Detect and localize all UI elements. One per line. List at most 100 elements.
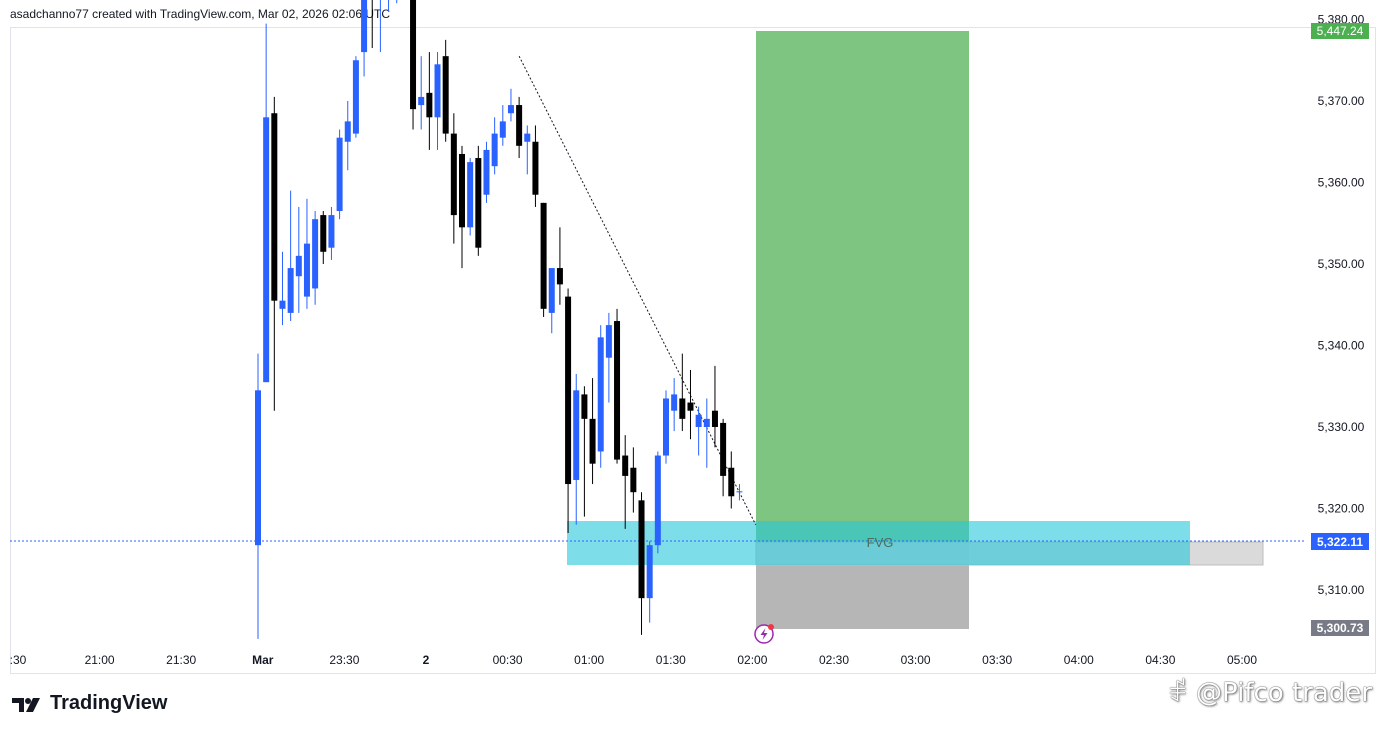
stop-price-label: 5,300.73 xyxy=(1311,620,1369,636)
lightning-icon[interactable] xyxy=(754,624,774,644)
stop-price-text: 5,300.73 xyxy=(1317,621,1364,635)
candle[interactable] xyxy=(491,117,498,175)
candle-body xyxy=(442,56,449,134)
candle[interactable] xyxy=(597,325,604,468)
candle-body xyxy=(410,0,417,110)
candle[interactable] xyxy=(369,0,375,49)
time-tick-label: 21:30 xyxy=(166,653,196,667)
candle[interactable] xyxy=(418,56,425,130)
candle[interactable] xyxy=(687,369,694,440)
tradingview-logo[interactable]: TradingView xyxy=(12,692,167,715)
candle[interactable] xyxy=(573,374,580,525)
candle[interactable] xyxy=(507,88,514,122)
candle[interactable] xyxy=(711,365,718,448)
candle[interactable] xyxy=(475,145,482,256)
time-tick-label: 02:00 xyxy=(737,653,767,667)
candle[interactable] xyxy=(255,353,261,639)
candle[interactable] xyxy=(671,378,678,432)
candle[interactable] xyxy=(499,105,506,146)
candle[interactable] xyxy=(271,96,278,411)
candle[interactable] xyxy=(386,0,392,12)
candle[interactable] xyxy=(263,23,270,383)
candle[interactable] xyxy=(630,447,637,513)
target-price-label: 5,447.24 xyxy=(1311,23,1369,39)
candle[interactable] xyxy=(638,492,645,635)
candle[interactable] xyxy=(450,113,457,244)
candle[interactable] xyxy=(695,406,702,456)
candle-body xyxy=(418,96,425,106)
candle-body xyxy=(303,243,310,297)
candle[interactable] xyxy=(295,206,302,313)
candle[interactable] xyxy=(320,211,327,264)
candle[interactable] xyxy=(328,206,335,260)
candle-body xyxy=(540,202,547,309)
candle-body xyxy=(361,0,368,53)
candle[interactable] xyxy=(605,312,612,403)
candle[interactable] xyxy=(344,101,351,171)
candle[interactable] xyxy=(589,378,596,485)
candle[interactable] xyxy=(312,211,319,305)
candle[interactable] xyxy=(614,308,621,464)
time-axis[interactable]: :30 21:00 21:30 Mar 23:30 2 00:30 01:00 01:30 02:… xyxy=(10,653,1258,667)
candle[interactable] xyxy=(679,353,686,432)
candle[interactable] xyxy=(532,125,539,207)
candle[interactable] xyxy=(467,158,474,236)
time-tick-label: 21:00 xyxy=(85,653,115,667)
candle[interactable] xyxy=(459,145,465,269)
candle[interactable] xyxy=(352,56,359,138)
candle-body xyxy=(336,137,343,212)
candle[interactable] xyxy=(394,0,400,4)
fvg-zone[interactable] xyxy=(567,521,1190,565)
candle-body xyxy=(638,500,645,599)
candle-body xyxy=(548,268,555,313)
time-tick-label: 03:30 xyxy=(982,653,1012,667)
candle[interactable] xyxy=(442,39,449,142)
price-tick-label: 5,310.00 xyxy=(1318,583,1365,597)
candle[interactable] xyxy=(548,268,555,334)
candle[interactable] xyxy=(336,129,343,220)
candle[interactable] xyxy=(663,390,669,464)
candle[interactable] xyxy=(622,435,629,529)
price-tick-label: 5,340.00 xyxy=(1318,339,1365,353)
candle-body xyxy=(565,296,572,485)
candle[interactable] xyxy=(524,125,531,175)
candle[interactable] xyxy=(654,451,661,554)
trendline[interactable] xyxy=(518,55,757,526)
time-tick-label: :30 xyxy=(10,653,27,667)
candle[interactable] xyxy=(434,52,441,150)
price-axis[interactable]: 5,310.00 5,320.00 5,330.00 5,340.00 5,350.00… xyxy=(1318,0,1365,598)
time-tick-label: 05:00 xyxy=(1227,653,1257,667)
time-tick-label: 23:30 xyxy=(329,653,359,667)
candle[interactable] xyxy=(377,0,383,53)
candle[interactable] xyxy=(361,0,368,77)
candle-body xyxy=(687,402,694,411)
candle[interactable] xyxy=(426,52,433,150)
candle[interactable] xyxy=(556,227,563,305)
candle[interactable] xyxy=(728,451,735,509)
candle-body xyxy=(646,545,653,599)
candle[interactable] xyxy=(720,418,727,497)
candle-body xyxy=(450,133,457,216)
candle[interactable] xyxy=(703,398,710,468)
candle-body xyxy=(434,64,441,118)
candle-body xyxy=(671,394,678,411)
candle[interactable] xyxy=(581,386,588,517)
candle[interactable] xyxy=(287,190,294,322)
long-position-target-zone[interactable] xyxy=(756,31,969,545)
candle[interactable] xyxy=(516,96,523,159)
candle[interactable] xyxy=(410,0,417,130)
candle[interactable] xyxy=(303,198,310,309)
candle[interactable] xyxy=(540,202,547,317)
tradingview-logo-text: TradingView xyxy=(50,692,168,714)
candle[interactable] xyxy=(646,541,653,623)
candle[interactable] xyxy=(736,484,743,501)
candle[interactable] xyxy=(279,251,286,326)
candle-body xyxy=(614,321,621,460)
candle-body xyxy=(287,268,294,313)
candle-body xyxy=(279,300,286,309)
candle[interactable] xyxy=(565,288,572,533)
candle[interactable] xyxy=(483,141,490,203)
candle-body xyxy=(589,418,596,464)
price-tick-label: 5,330.00 xyxy=(1318,420,1365,434)
